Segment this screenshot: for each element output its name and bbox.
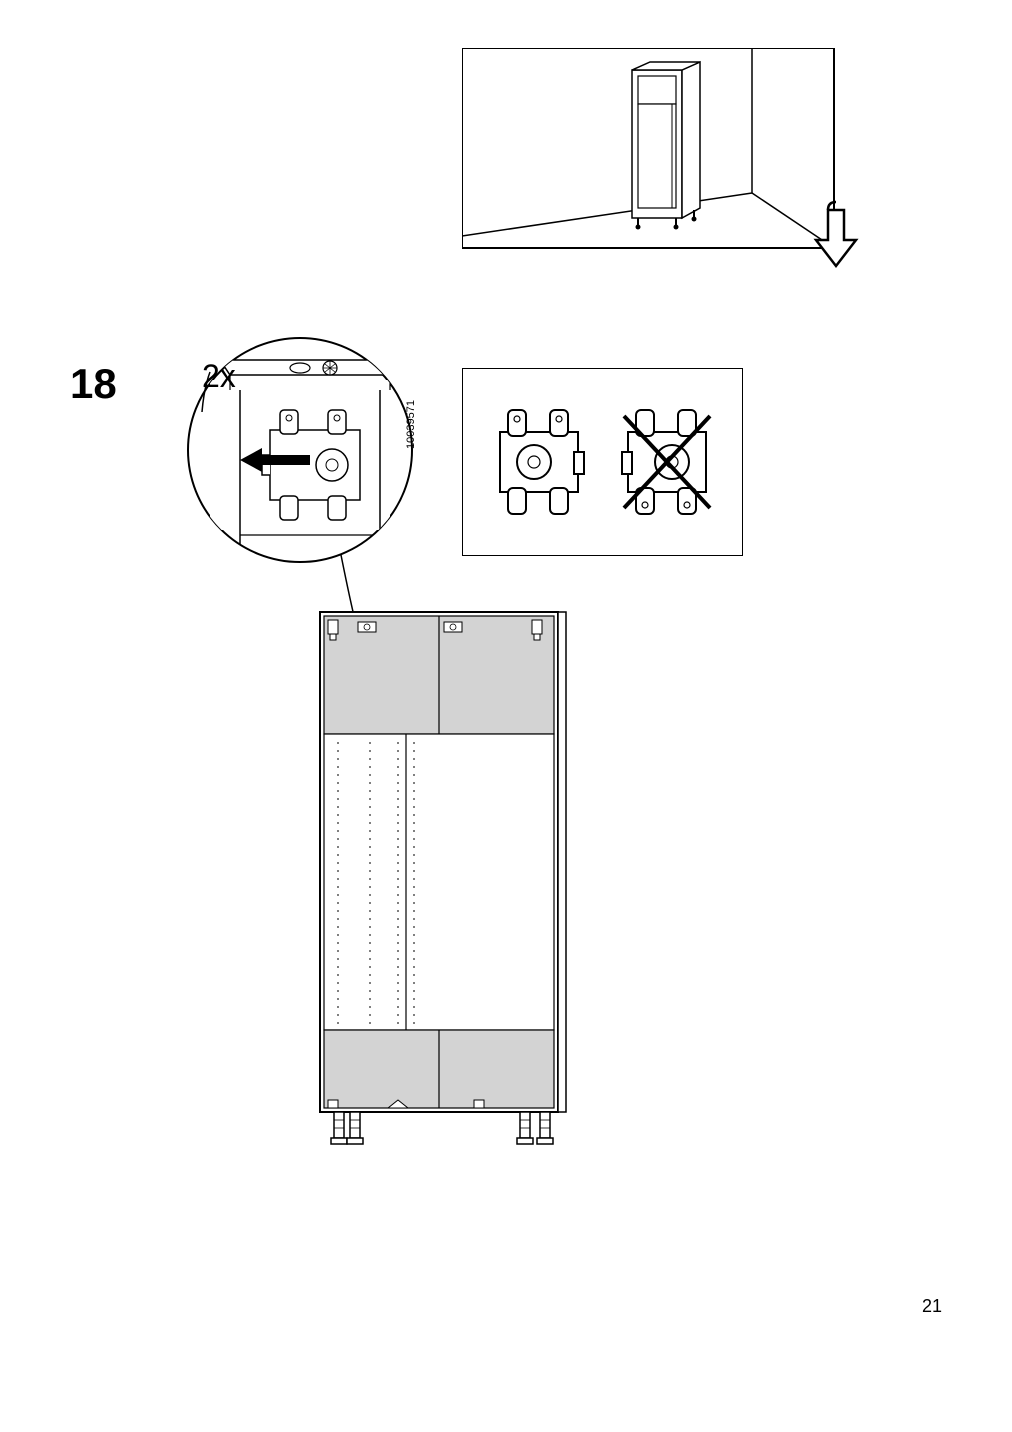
arrow-down-icon bbox=[808, 200, 868, 280]
page-number: 21 bbox=[922, 1296, 942, 1317]
part-number: 10039571 bbox=[405, 400, 417, 449]
page: 18 bbox=[0, 0, 1012, 1432]
step-number: 18 bbox=[70, 360, 117, 408]
orientation-panel bbox=[462, 368, 743, 556]
context-panel bbox=[462, 48, 862, 278]
quantity-label: 2x bbox=[202, 358, 236, 395]
cabinet-front bbox=[314, 608, 594, 1158]
